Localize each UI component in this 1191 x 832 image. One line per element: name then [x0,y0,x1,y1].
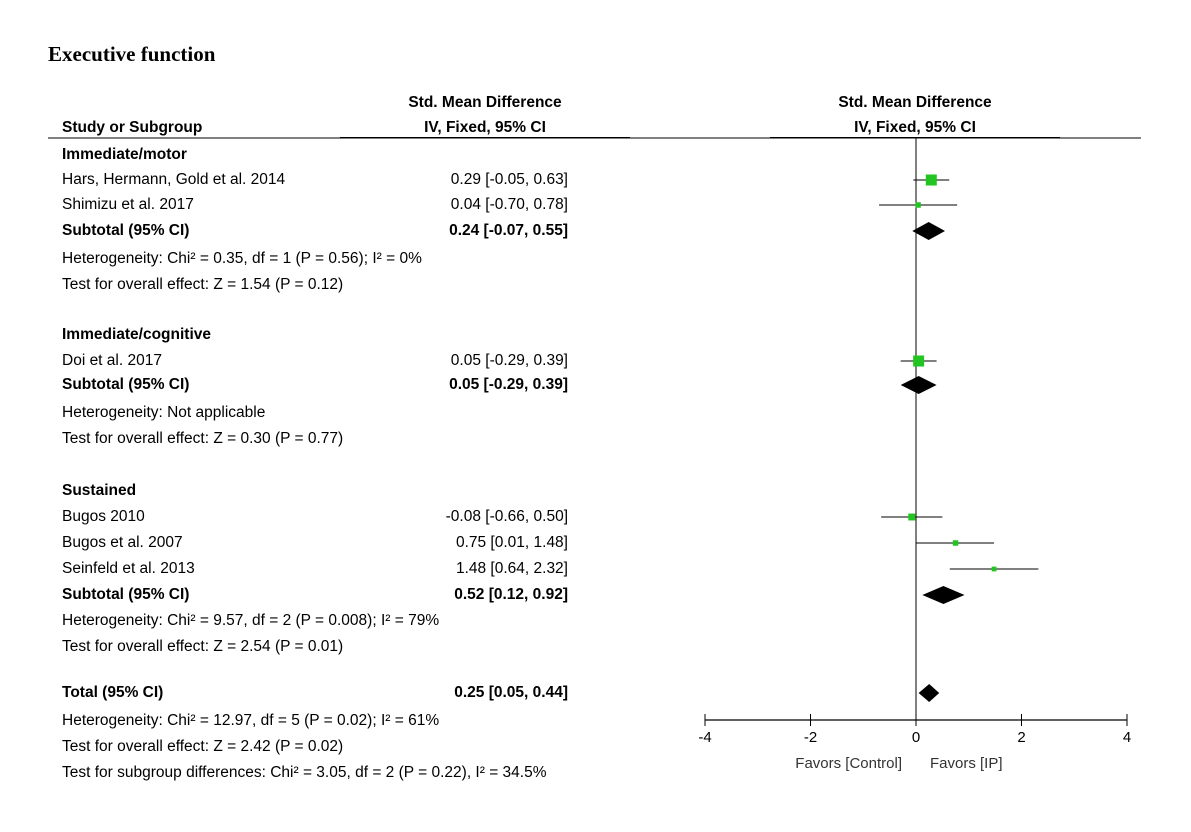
study-marker [925,174,937,186]
total-ci-value: 0.25 [0.05, 0.44] [454,684,568,701]
summary-diamond [922,586,965,604]
subtotal-ci-value: 0.05 [-0.29, 0.39] [449,376,568,393]
ci-column-header-top: Std. Mean Difference [408,94,562,111]
study-label: Shimizu et al. 2017 [62,196,194,213]
study-label: Seinfeld et al. 2013 [62,560,195,577]
subtotal-ci-value: 0.52 [0.12, 0.92] [454,586,568,603]
x-tick-label: 4 [1123,729,1131,746]
study-marker [991,566,997,572]
note-label: Heterogeneity: Chi² = 9.57, df = 2 (P = … [62,612,440,629]
study-ci-value: 0.75 [0.01, 1.48] [455,534,568,551]
subtotal-ci-value: 0.24 [-0.07, 0.55] [449,222,568,239]
group-label: Immediate/cognitive [62,326,212,343]
group-label: Sustained [62,482,137,499]
favors-control-label: Favors [Control] [795,755,902,772]
study-ci-value: 1.48 [0.64, 2.32] [455,560,568,577]
study-ci-value: 0.05 [-0.29, 0.39] [450,352,568,369]
note-label: Heterogeneity: Not applicable [62,404,266,421]
x-tick-label: -4 [698,729,711,746]
study-label: Bugos 2010 [62,508,145,525]
study-label: Bugos et al. 2007 [62,534,183,551]
x-tick-label: 2 [1017,729,1025,746]
note-label: Heterogeneity: Chi² = 0.35, df = 1 (P = … [62,250,422,267]
note-label: Test for overall effect: Z = 1.54 (P = 0… [62,276,344,293]
note-label: Test for overall effect: Z = 2.42 (P = 0… [62,738,344,755]
chart-title: Executive function [48,42,216,66]
note-label: Test for subgroup differences: Chi² = 3.… [62,764,547,781]
group-label: Immediate/motor [62,146,187,163]
subtotal-label: Subtotal (95% CI) [62,586,190,603]
study-column-header: Study or Subgroup [62,119,203,136]
study-ci-value: -0.08 [-0.66, 0.50] [445,508,568,525]
summary-diamond [900,376,937,394]
note-label: Heterogeneity: Chi² = 12.97, df = 5 (P =… [62,712,440,729]
x-tick-label: -2 [804,729,817,746]
subtotal-label: Subtotal (95% CI) [62,376,190,393]
study-marker [908,513,916,521]
x-tick-label: 0 [912,729,920,746]
study-marker [952,540,959,546]
summary-diamond [918,684,940,702]
favors-ip-label: Favors [IP] [930,755,1003,772]
total-label: Total (95% CI) [62,684,164,701]
note-label: Test for overall effect: Z = 0.30 (P = 0… [62,430,344,447]
study-ci-value: 0.29 [-0.05, 0.63] [450,171,568,188]
note-label: Test for overall effect: Z = 2.54 (P = 0… [62,638,344,655]
plot-column-header-top: Std. Mean Difference [838,94,992,111]
study-label: Doi et al. 2017 [62,352,162,369]
study-label: Hars, Hermann, Gold et al. 2014 [62,171,286,188]
summary-diamond [912,222,946,240]
study-marker [913,355,925,367]
study-ci-value: 0.04 [-0.70, 0.78] [450,196,568,213]
study-marker [915,202,921,208]
subtotal-label: Subtotal (95% CI) [62,222,190,239]
